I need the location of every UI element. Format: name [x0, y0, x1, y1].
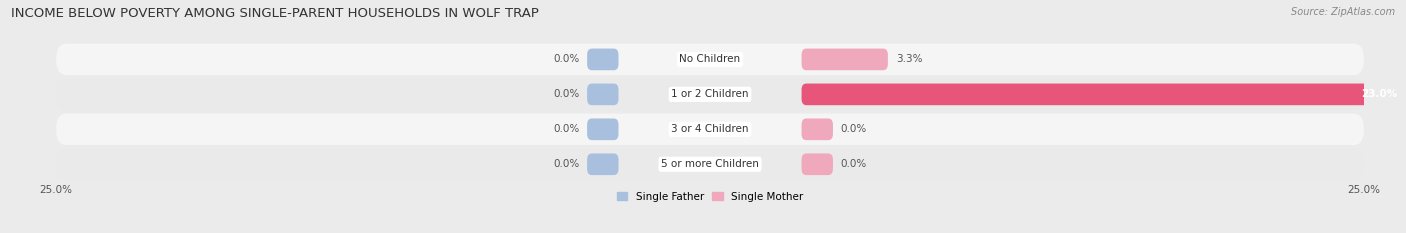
FancyBboxPatch shape — [801, 118, 832, 140]
FancyBboxPatch shape — [56, 79, 1364, 110]
Text: 0.0%: 0.0% — [553, 124, 579, 134]
Text: 0.0%: 0.0% — [553, 159, 579, 169]
Text: 3.3%: 3.3% — [896, 55, 922, 64]
FancyBboxPatch shape — [588, 118, 619, 140]
Legend: Single Father, Single Mother: Single Father, Single Mother — [617, 192, 803, 202]
Text: Source: ZipAtlas.com: Source: ZipAtlas.com — [1291, 7, 1395, 17]
Text: 0.0%: 0.0% — [553, 89, 579, 99]
FancyBboxPatch shape — [588, 49, 619, 70]
Text: No Children: No Children — [679, 55, 741, 64]
Text: 3 or 4 Children: 3 or 4 Children — [671, 124, 749, 134]
FancyBboxPatch shape — [588, 154, 619, 175]
FancyBboxPatch shape — [801, 154, 832, 175]
Text: 5 or more Children: 5 or more Children — [661, 159, 759, 169]
FancyBboxPatch shape — [801, 49, 887, 70]
Text: 0.0%: 0.0% — [841, 159, 868, 169]
Text: 1 or 2 Children: 1 or 2 Children — [671, 89, 749, 99]
FancyBboxPatch shape — [588, 84, 619, 105]
FancyBboxPatch shape — [56, 149, 1364, 180]
Text: INCOME BELOW POVERTY AMONG SINGLE-PARENT HOUSEHOLDS IN WOLF TRAP: INCOME BELOW POVERTY AMONG SINGLE-PARENT… — [11, 7, 538, 20]
FancyBboxPatch shape — [56, 114, 1364, 145]
FancyBboxPatch shape — [56, 44, 1364, 75]
Text: 0.0%: 0.0% — [841, 124, 868, 134]
FancyBboxPatch shape — [801, 84, 1403, 105]
Text: 0.0%: 0.0% — [553, 55, 579, 64]
Text: 23.0%: 23.0% — [1361, 89, 1398, 99]
